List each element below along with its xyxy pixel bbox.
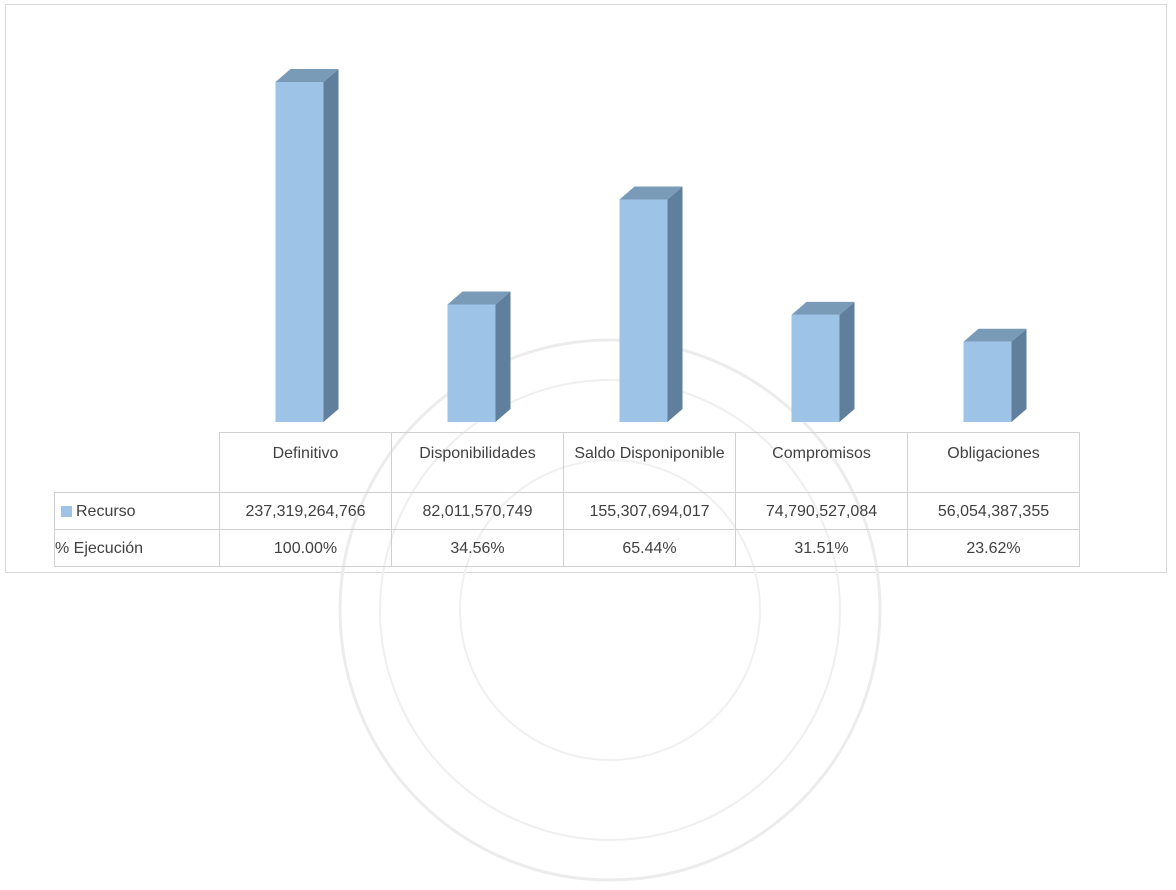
bar-side [323, 69, 339, 422]
category-label: Saldo Disponiponible [563, 432, 736, 493]
table-corner [54, 432, 220, 493]
bar [791, 314, 840, 422]
bar [447, 304, 496, 422]
data-cell: 65.44% [563, 529, 736, 567]
bar [619, 199, 668, 422]
bar-top [619, 186, 683, 200]
bar-top [791, 301, 855, 315]
data-cell: 100.00% [219, 529, 392, 567]
data-cell: 82,011,570,749 [391, 492, 564, 530]
legend-swatch [61, 505, 72, 517]
chart-frame [5, 4, 1167, 573]
bar-side [495, 291, 511, 422]
data-cell: 31.51% [735, 529, 908, 567]
data-table: Definitivo Disponibilidades Saldo Dispon… [54, 432, 1080, 567]
bar-side [839, 301, 855, 422]
row-header-recurso: Recurso [54, 492, 220, 530]
category-label: Compromisos [735, 432, 908, 493]
table-row-ejecucion: % Ejecución 100.00% 34.56% 65.44% 31.51%… [54, 529, 1080, 567]
category-label: Definitivo [219, 432, 392, 493]
row-header-ejecucion: % Ejecución [54, 529, 220, 567]
data-cell: 155,307,694,017 [563, 492, 736, 530]
table-row-recurso: Recurso 237,319,264,766 82,011,570,749 1… [54, 492, 1080, 530]
data-cell: 34.56% [391, 529, 564, 567]
data-cell: 237,319,264,766 [219, 492, 392, 530]
bar-side [667, 186, 683, 422]
bar-side [1011, 328, 1027, 422]
data-cell: 56,054,387,355 [907, 492, 1080, 530]
plot-area [275, 69, 1027, 422]
category-label: Obligaciones [907, 432, 1080, 493]
data-cell: 74,790,527,084 [735, 492, 908, 530]
bar [963, 341, 1012, 422]
data-cell: 23.62% [907, 529, 1080, 567]
category-header-row: Definitivo Disponibilidades Saldo Dispon… [54, 432, 1080, 493]
category-label: Disponibilidades [391, 432, 564, 493]
bar-top [963, 328, 1027, 342]
bar-top [275, 69, 339, 82]
bar [275, 82, 324, 422]
series-name: Recurso [76, 502, 136, 520]
bar-top [447, 291, 511, 305]
